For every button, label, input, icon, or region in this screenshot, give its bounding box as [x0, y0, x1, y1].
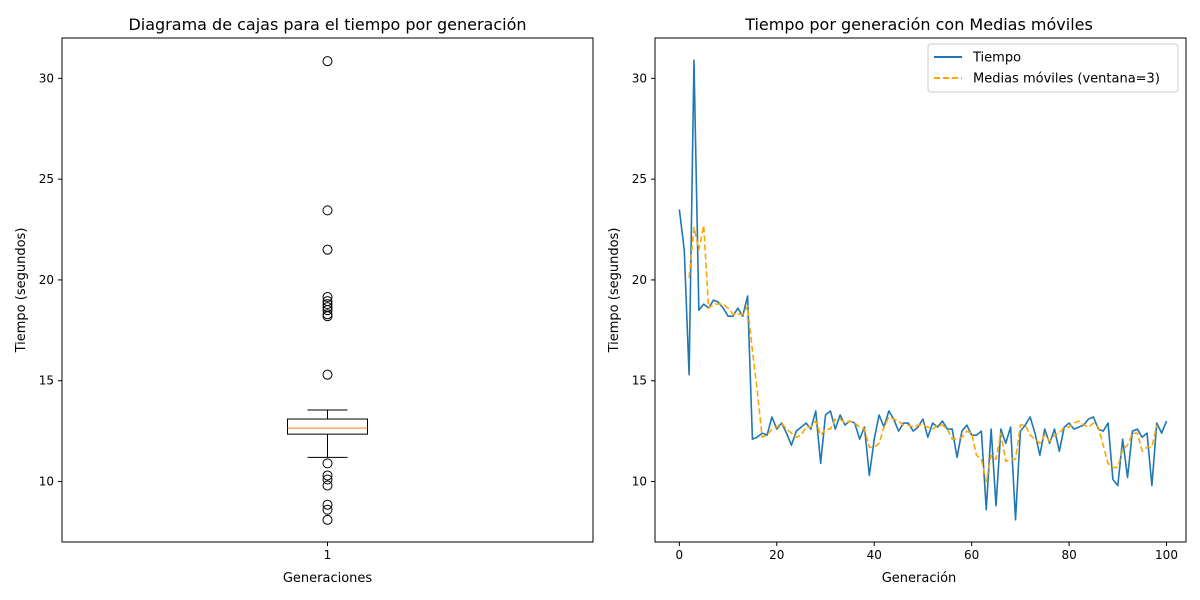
line-chart-y-tick-label: 15 — [632, 374, 647, 388]
boxplot-box — [287, 418, 368, 435]
boxplot-outlier — [322, 499, 333, 510]
boxplot-outlier — [322, 244, 333, 255]
series-line-tiempo — [678, 59, 1168, 521]
boxplot-plot-frame — [61, 37, 594, 543]
boxplot-outlier — [322, 474, 333, 485]
boxplot-outlier — [322, 480, 333, 491]
boxplot-outlier — [322, 470, 333, 481]
boxplot-outlier — [322, 458, 333, 469]
boxplot-outlier — [322, 514, 333, 525]
boxplot-outlier — [322, 311, 333, 322]
boxplot-y-tick-label: 30 — [39, 71, 54, 85]
boxplot-y-tick-label: 10 — [39, 475, 54, 489]
boxplot-chart: Diagrama de cajas para el tiempo por gen… — [14, 15, 594, 586]
boxplot-y-tick-label: 20 — [39, 273, 54, 287]
legend-label-medias: Medias móviles (ventana=3) — [973, 72, 1160, 87]
line-chart-x-tick-label: 20 — [769, 548, 784, 562]
line-chart-x-tick-label: 80 — [1061, 548, 1076, 562]
boxplot-outlier — [322, 56, 333, 67]
line-chart-y-label: Tiempo (segundos) — [607, 228, 622, 354]
boxplot-y-tick-label: 15 — [39, 374, 54, 388]
boxplot-outlier — [322, 205, 333, 216]
boxplot-title: Diagrama de cajas para el tiempo por gen… — [128, 15, 526, 34]
legend-label-tiempo: Tiempo — [972, 51, 1021, 66]
boxplot-outlier — [322, 504, 333, 515]
boxplot-x-label: Generaciones — [283, 571, 373, 586]
boxplot-outlier — [322, 369, 333, 380]
line-chart-x-tick-label: 60 — [964, 548, 979, 562]
boxplot-outlier — [322, 299, 333, 310]
line-chart-x-tick-label: 40 — [867, 548, 882, 562]
series-line-medias-moviles — [688, 224, 1158, 483]
boxplot-outlier — [322, 292, 333, 303]
line-chart-y-tick-label: 20 — [632, 273, 647, 287]
boxplot-x-tick-label: 1 — [324, 548, 332, 562]
line-chart-y-tick-label: 25 — [632, 172, 647, 186]
line-chart-y-tick-label: 30 — [632, 71, 647, 85]
line-chart-title: Tiempo por generación con Medias móviles — [744, 15, 1093, 34]
line-chart-x-label: Generación — [882, 571, 957, 586]
legend: Tiempo Medias móviles (ventana=3) — [927, 43, 1179, 93]
line-chart-y-tick-label: 10 — [632, 475, 647, 489]
boxplot-outlier — [322, 305, 333, 316]
line-chart-x-tick-label: 100 — [1155, 548, 1178, 562]
line-chart-x-tick-label: 0 — [676, 548, 684, 562]
line-chart-plot-frame — [654, 37, 1187, 543]
boxplot-y-label: Tiempo (segundos) — [14, 228, 29, 354]
boxplot-y-tick-label: 25 — [39, 172, 54, 186]
line-chart: Tiempo por generación con Medias móviles… — [607, 15, 1187, 586]
legend-frame — [927, 43, 1179, 93]
